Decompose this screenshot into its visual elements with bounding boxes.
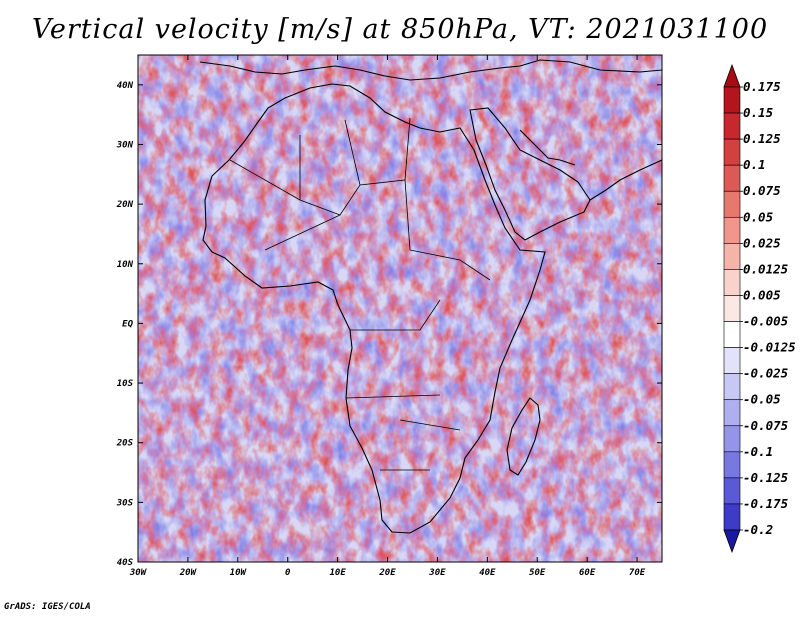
colorbar-swatch	[723, 425, 741, 453]
colorbar-label: 0.0125	[743, 261, 789, 276]
colorbar: 0.175 0.15 0.125 0.1 0.075 0.05 0.025 0.0125 0.0…	[723, 63, 796, 554]
colorbar-label: -0.0125	[743, 340, 796, 355]
colorbar-swatch	[723, 503, 741, 531]
colorbar-label: -0.025	[743, 366, 789, 381]
colorbar-swatch	[723, 295, 741, 322]
lon-tick-label: 40E	[479, 568, 496, 578]
colorbar-label: -0.125	[743, 470, 789, 485]
colorbar-swatch	[723, 138, 741, 166]
map-title: Vertical velocity [m/s] at 850hPa, VT: 2…	[31, 14, 769, 45]
lat-tick-label: 20S	[116, 439, 134, 449]
lon-tick-label: 30W	[129, 568, 148, 578]
colorbar-swatch	[723, 243, 741, 270]
colorbar-label: 0.1	[743, 157, 766, 172]
lon-tick-label: 20E	[378, 568, 396, 578]
colorbar-label: -0.1	[743, 444, 773, 459]
arabia-coastline	[469, 107, 591, 241]
lat-tick-label: 30N	[116, 140, 134, 150]
colorbar-top-arrow	[723, 63, 741, 88]
colorbar-swatch	[723, 216, 741, 244]
colorbar-swatch	[723, 269, 741, 296]
colorbar-bottom-arrow	[723, 529, 741, 554]
longitude-axis: 30W 20W 10W 0 10E 20E 30E 40E 50E 60E 70E	[129, 55, 646, 578]
colorbar-swatch	[723, 190, 741, 218]
colorbar-label: 0.125	[743, 131, 781, 146]
colorbar-label: 0.175	[743, 79, 781, 94]
map-frame	[137, 54, 663, 563]
persian-gulf	[519, 129, 576, 166]
colorbar-swatch	[723, 86, 741, 114]
colorbar-label: 0.05	[743, 209, 774, 224]
lat-tick-label: 10N	[117, 260, 134, 270]
colorbar-label: 0.075	[743, 183, 781, 198]
colorbar-swatch	[723, 164, 741, 192]
colorbar-label: 0.025	[743, 235, 781, 250]
coastlines	[199, 59, 662, 534]
lon-tick-label: 10W	[230, 568, 248, 578]
lon-tick-label: 10E	[329, 568, 346, 578]
colorbar-label: -0.175	[743, 496, 789, 511]
africa-coastline	[202, 83, 546, 534]
lat-tick-label: 40N	[117, 81, 134, 91]
colorbar-label: -0.005	[743, 314, 789, 329]
lat-tick-label: 30S	[116, 498, 134, 508]
velocity-field	[138, 55, 662, 562]
field-texture	[138, 55, 662, 562]
lat-tick-label: EQ	[122, 319, 133, 329]
colorbar-label: 0.15	[743, 105, 774, 120]
colorbar-swatch	[723, 399, 741, 427]
colorbar-swatch	[723, 373, 741, 401]
colorbar-swatch	[723, 347, 741, 374]
colorbar-swatch	[723, 112, 741, 140]
lon-tick-label: 30E	[428, 568, 446, 578]
lat-tick-label: 10S	[117, 379, 134, 389]
colorbar-label: -0.05	[743, 392, 781, 407]
colorbar-swatch	[723, 321, 741, 348]
colorbar-label: -0.075	[743, 418, 789, 433]
colorbar-swatch	[723, 451, 741, 479]
latitude-axis: 40N 30N 20N 10N EQ 10S 20S 30S 40S	[116, 81, 662, 568]
lon-tick-label: 20W	[179, 568, 198, 578]
colorbar-swatch	[723, 477, 741, 505]
lon-tick-label: 60E	[579, 568, 596, 578]
colorbar-label: 0.005	[743, 287, 781, 302]
colorbar-label: -0.2	[743, 522, 773, 537]
asia-coastline	[589, 159, 662, 201]
lon-tick-label: 70E	[629, 568, 646, 578]
lat-tick-label: 40S	[117, 558, 134, 568]
grads-credit: GrADS: IGES/COLA	[4, 602, 91, 612]
lat-tick-label: 20N	[116, 200, 134, 210]
lon-tick-label: 50E	[529, 568, 546, 578]
europe-coastline	[199, 59, 662, 81]
madagascar-coastline	[506, 397, 541, 476]
lon-tick-label: 0	[285, 568, 291, 578]
borders-north	[229, 117, 491, 471]
